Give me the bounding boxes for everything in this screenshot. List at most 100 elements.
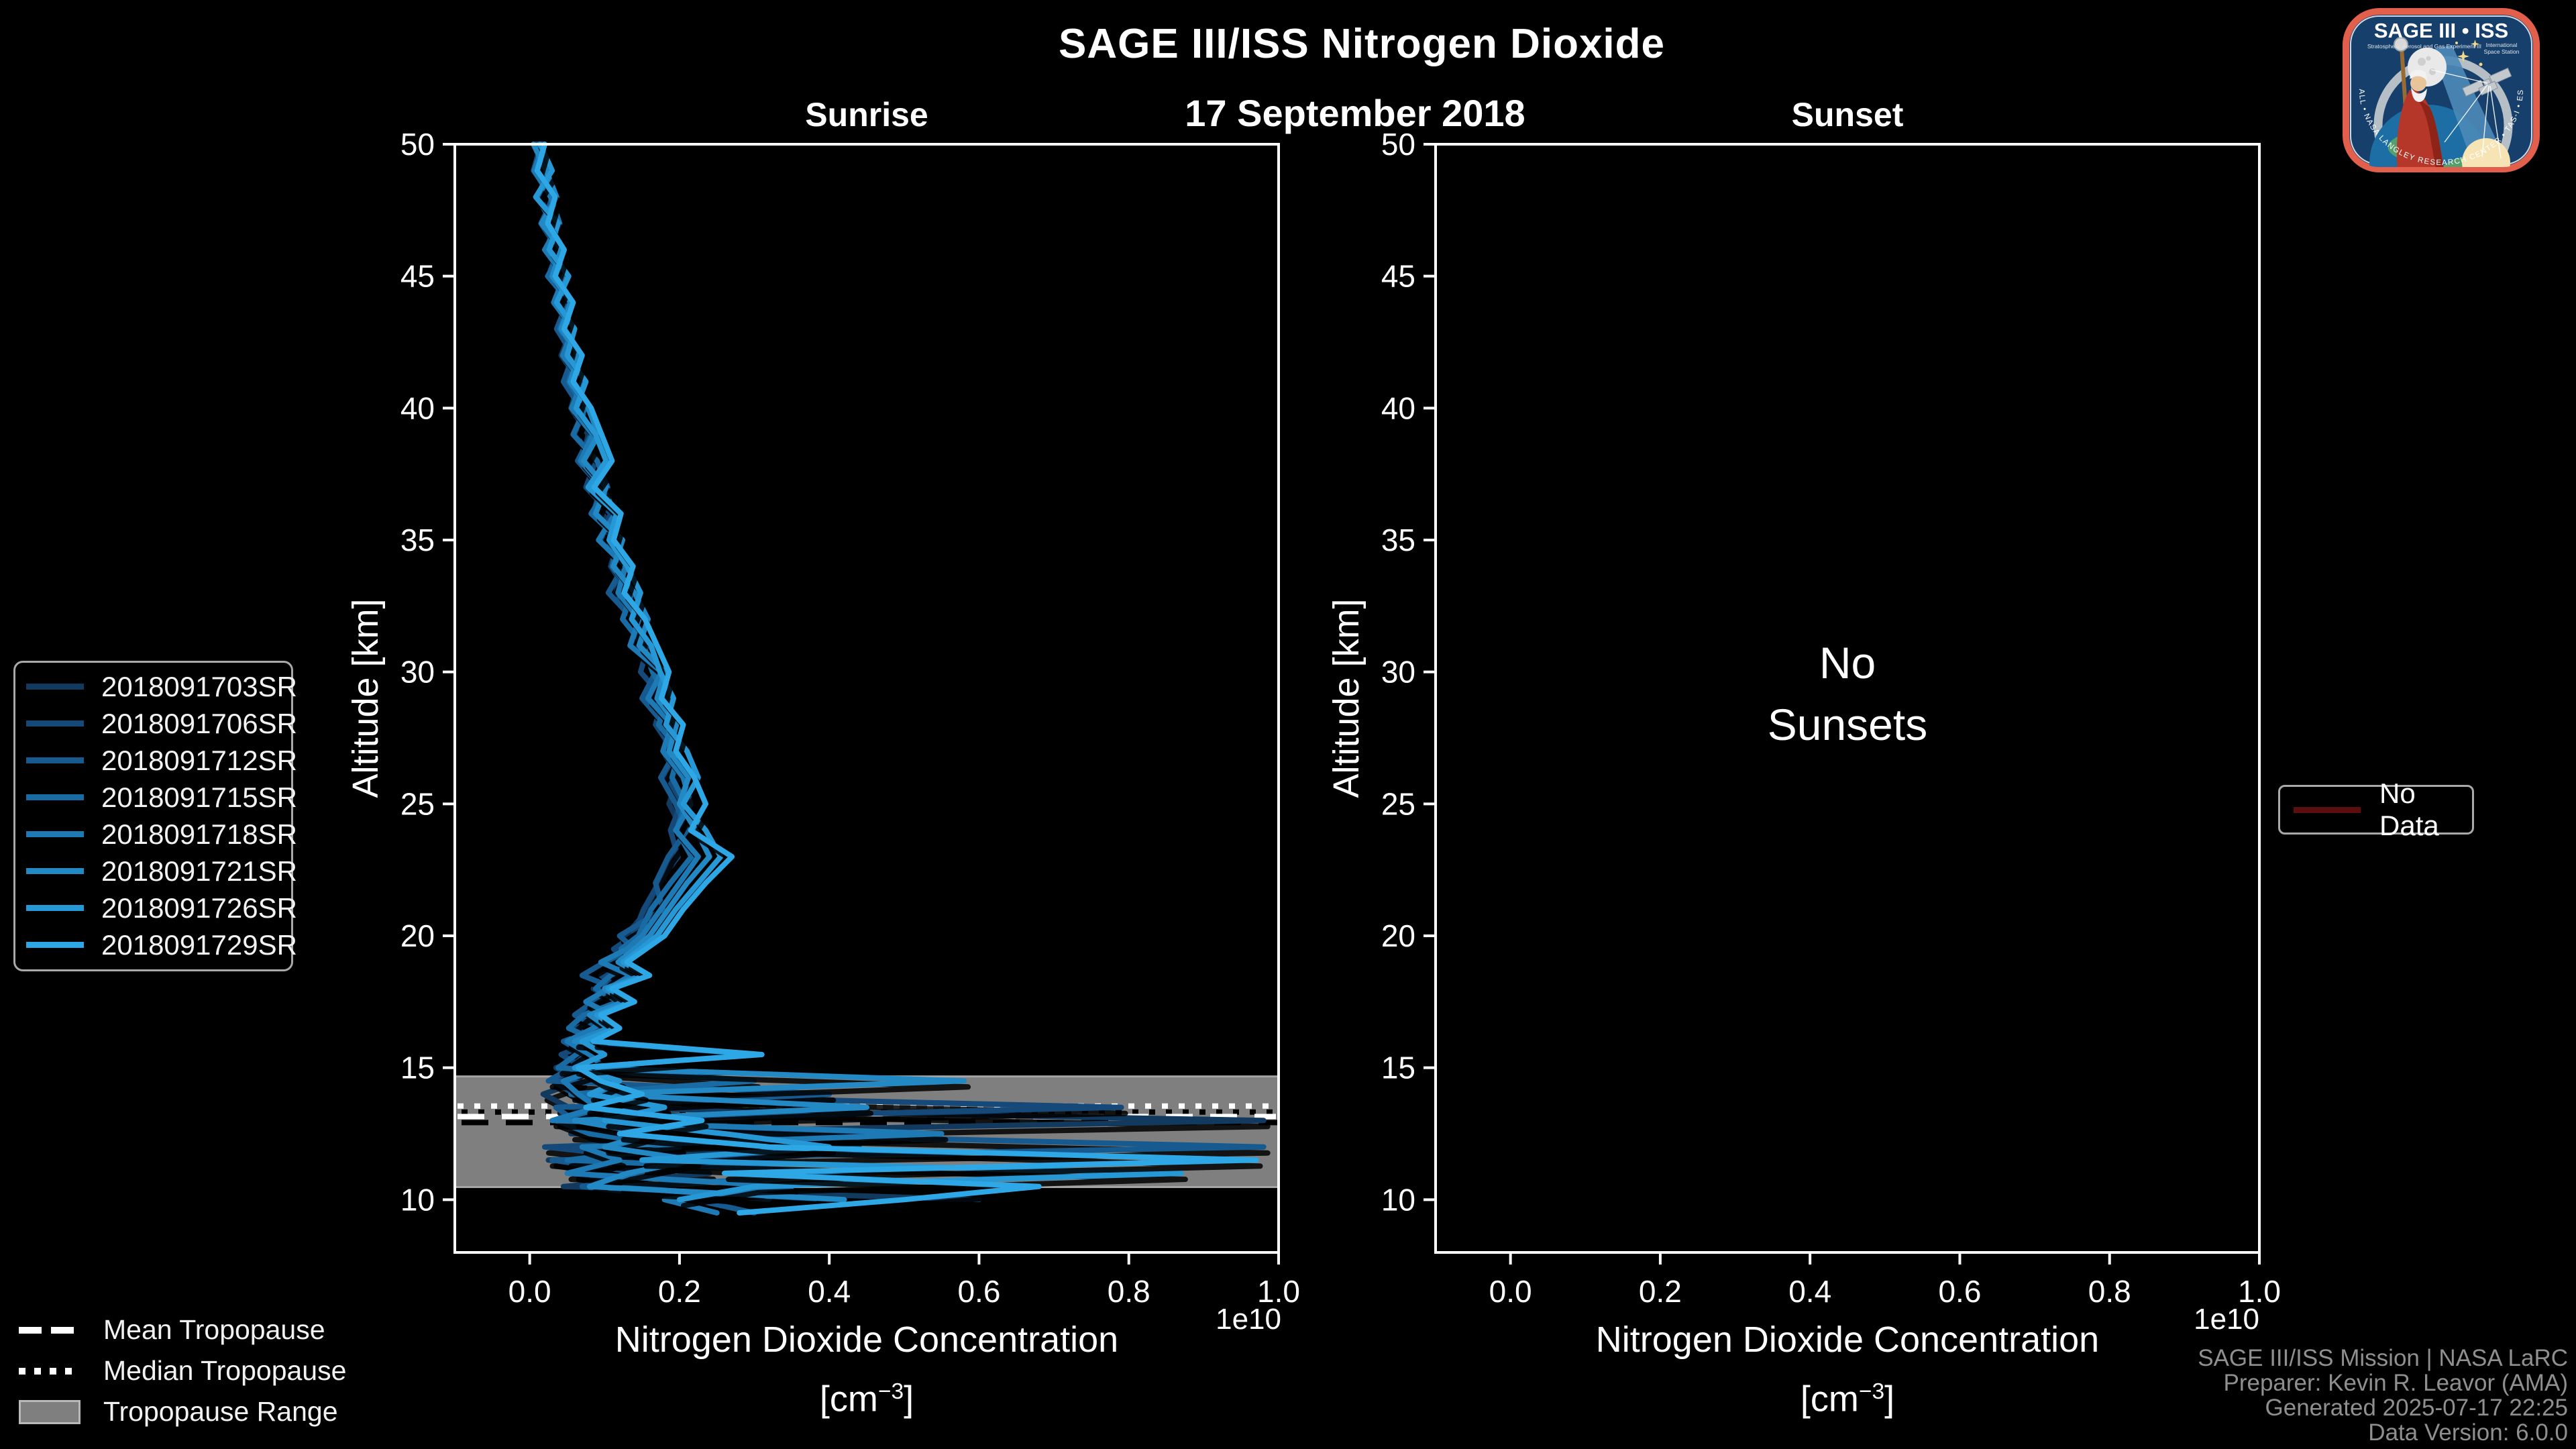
sunrise-axes-frame [453,143,1280,1254]
no-sunsets-line2: Sunsets [1767,700,1928,749]
legend-label: Median Tropopause [103,1355,347,1386]
sun-icon [2462,138,2510,167]
x-tick-label: 0.4 [1788,1274,1831,1309]
legend-item-event: 2018091729SR [26,926,297,963]
credits-data-version: Data Version: 6.0.0 [2368,1419,2568,1446]
event-label: 2018091726SR [101,892,297,924]
legend-item-event: 2018091706SR [26,705,297,742]
no-data-label: No Data [2379,777,2439,841]
legend-label: Mean Tropopause [103,1314,325,1345]
no-sunsets-line1: No [1819,638,1876,688]
logo-subtitle-right2: Space Station [2484,48,2520,55]
x-tick-label: 0.6 [957,1274,1000,1309]
x-tick-label: 0.0 [508,1274,551,1309]
event-label: 2018091715SR [101,781,297,813]
event-label: 2018091729SR [101,928,297,961]
profile-line-2018091729SR [534,142,1259,1216]
gray-patch-icon [19,1399,86,1424]
x-tick-label: 0.4 [808,1274,851,1309]
no-sunsets-annotation: No Sunsets [1436,632,2259,755]
x-axis-label-sunrise: Nitrogen Dioxide Concentration [cm−3] [455,1313,1279,1425]
event-label: 2018091712SR [101,744,297,776]
y-tick-label: 15 [400,1051,435,1085]
x-tick-label: 0.8 [2088,1274,2131,1309]
dotted-line-icon [19,1367,86,1375]
sunset-panel: 10 15 20 25 30 35 40 45 50 0.0 0.2 0.4 0.6 0.8 1.0 [1381,127,2281,1309]
event-line-icon [26,905,84,911]
y-tick-label: 15 [1381,1051,1415,1085]
logo-subtitle-left: Stratospheric Aerosol and Gas Experiment… [2367,43,2481,50]
legend-item-mean-tropopause: Mean Tropopause [19,1309,346,1350]
event-label: 2018091703SR [101,670,297,702]
y-tick-label: 20 [400,918,435,953]
legend-item-median-tropopause: Median Tropopause [19,1350,346,1391]
event-legend: 2018091703SR 2018091706SR 2018091712SR 2018… [13,661,297,971]
legend-item-event: 2018091703SR [26,668,297,705]
event-line-icon [26,868,84,874]
x-axis-label-line1: Nitrogen Dioxide Concentration [1595,1320,2100,1360]
y-tick-label: 10 [1381,1182,1415,1217]
y-tick-label: 25 [400,786,435,821]
y-axis-label-sunset: Altitude [km] [1326,598,1366,798]
event-label: 2018091706SR [101,707,297,739]
x-tick-label: 0.6 [1938,1274,1981,1309]
observation-lines-icon [2430,69,2502,159]
event-line-icon [26,684,84,690]
y-tick-label: 35 [400,523,435,557]
x-tick-label: 0.0 [1489,1274,1532,1309]
x-tick-label: 0.2 [1639,1274,1682,1309]
y-tick-label: 50 [400,127,435,162]
x-tick-label: 0.8 [1108,1274,1150,1309]
dashed-line-icon [19,1326,86,1334]
y-tick-label: 35 [1381,523,1415,557]
event-label: 2018091721SR [101,855,297,887]
credits-preparer: Preparer: Kevin R. Leavor (AMA) [2223,1370,2568,1396]
y-tick-label: 10 [400,1182,435,1217]
x-tick-label: 1.0 [1257,1274,1300,1309]
stars-icon [2455,40,2483,66]
y-tick-label: 40 [400,390,435,425]
legend-item-tropopause-range: Tropopause Range [19,1391,346,1432]
x-tick-label: 0.2 [658,1274,701,1309]
x-tick-label: 1.0 [2238,1274,2281,1309]
x-axis-label-line1: Nitrogen Dioxide Concentration [614,1320,1119,1360]
tropopause-legend: Mean Tropopause Median Tropopause Tropop… [19,1309,346,1432]
sage-iii-iss-mission-logo-icon: SAGE III • ISS Stratospheric Aerosol and… [2343,8,2540,172]
units-exponent: −3 [877,1379,904,1404]
y-tick-label: 45 [400,259,435,294]
logo-subtitle-right1: International [2486,42,2518,48]
y-tick-label: 45 [1381,259,1415,294]
y-tick-label: 30 [400,655,435,690]
event-line-icon [26,794,84,800]
legend-item-event: 2018091721SR [26,853,297,890]
profile-line-2018091726SR [533,142,1184,1203]
event-line-icon [26,720,84,727]
x-axis-offset-text-sunset: 1e10 [2194,1303,2259,1336]
sunrise-panel: 10 15 20 25 30 35 40 45 50 0.0 0.2 0.4 0.6 0.8 1.0 [400,127,1300,1309]
x-axis-label-units: [cm−3] [1800,1379,1895,1419]
legend-label: Tropopause Range [103,1396,338,1427]
event-line-icon [26,942,84,948]
legend-item-event: 2018091712SR [26,742,297,779]
event-line-icon [26,831,84,837]
no-data-line-icon [2294,806,2361,813]
logo-title: SAGE III • ISS [2374,19,2508,42]
y-tick-label: 30 [1381,655,1415,690]
legend-item-event: 2018091718SR [26,816,297,853]
credits-mission: SAGE III/ISS Mission | NASA LaRC [2198,1345,2568,1371]
x-axis-offset-text-sunrise: 1e10 [1216,1303,1281,1336]
event-line-icon [26,757,84,763]
y-tick-label: 50 [1381,127,1415,162]
x-axis-label-units: [cm−3] [819,1379,914,1419]
y-axis-label-sunrise: Altitude [km] [345,598,386,798]
sunset-axes-frame [1434,143,2261,1254]
sage-figure-icon [2394,37,2445,167]
legend-item-event: 2018091726SR [26,890,297,926]
credits-block: SAGE III/ISS Mission | NASA LaRC Prepare… [2198,1346,2568,1445]
event-label: 2018091718SR [101,818,297,850]
y-tick-label: 25 [1381,786,1415,821]
x-axis-label-sunset: Nitrogen Dioxide Concentration [cm−3] [1436,1313,2259,1425]
credits-generated: Generated 2025-07-17 22:25 [2265,1395,2568,1421]
legend-item-event: 2018091715SR [26,779,297,816]
